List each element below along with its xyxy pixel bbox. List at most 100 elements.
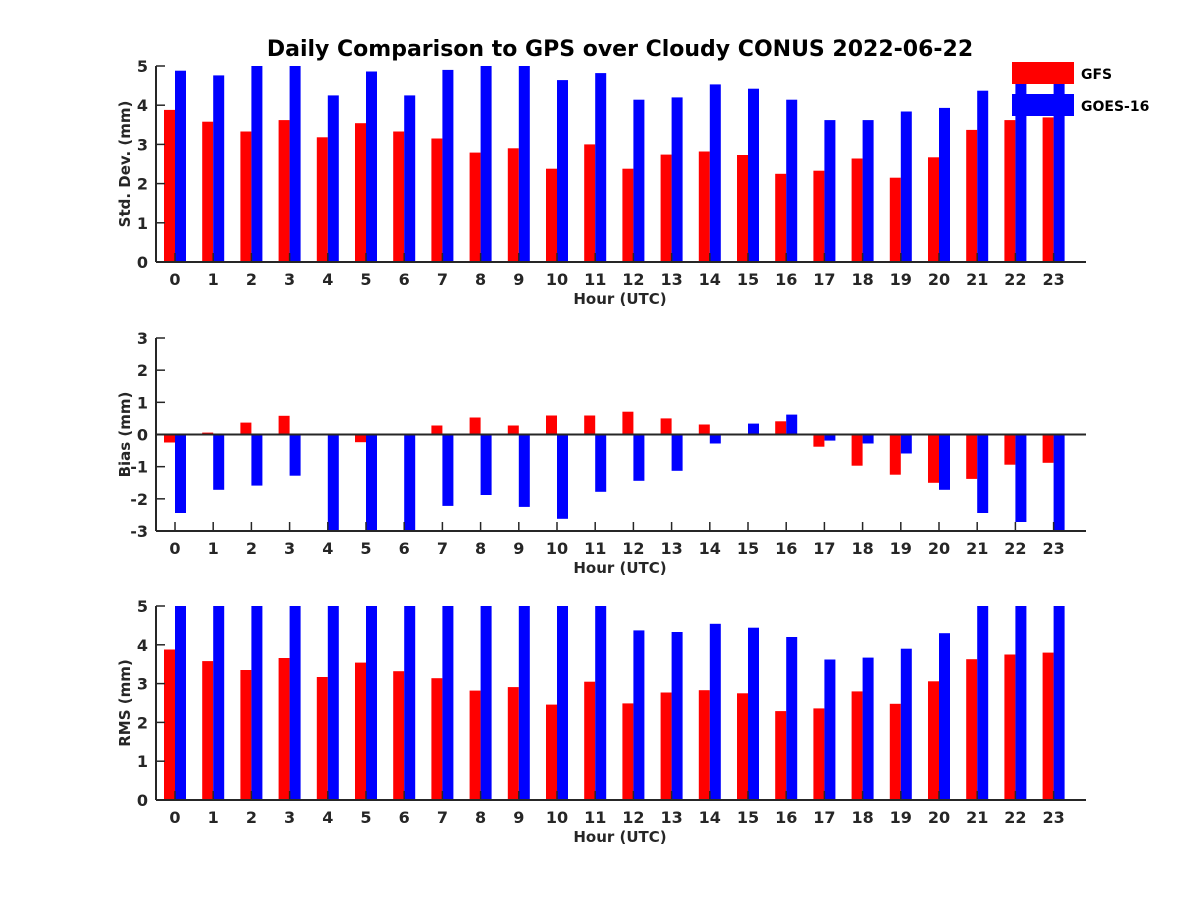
y-tick-label: -1 <box>130 458 148 477</box>
x-tick-label: 6 <box>399 808 410 827</box>
bar-gfs-hour-3 <box>278 415 290 435</box>
bar-gfs-hour-11 <box>584 144 596 262</box>
x-tick-label: 17 <box>813 270 835 289</box>
bar-goes-16-hour-8 <box>480 434 492 495</box>
bar-gfs-hour-22 <box>1004 120 1016 262</box>
bar-gfs-hour-21 <box>966 129 978 262</box>
y-tick-label: 1 <box>137 214 148 233</box>
bar-goes-16-hour-4 <box>327 434 339 531</box>
bar-gfs-hour-17 <box>813 170 825 262</box>
y-tick-label: 0 <box>137 791 148 810</box>
y-tick-label: 1 <box>137 752 148 771</box>
bar-gfs-hour-17 <box>813 434 825 447</box>
y-tick-label: -3 <box>130 522 148 541</box>
bar-goes-16-hour-23 <box>1053 81 1065 262</box>
figure-title: Daily Comparison to GPS over Cloudy CONU… <box>267 37 973 62</box>
x-tick-label: 12 <box>622 270 644 289</box>
bar-gfs-hour-16 <box>775 173 787 262</box>
bar-goes-16-hour-15 <box>748 88 759 262</box>
bar-gfs-hour-12 <box>622 168 634 262</box>
x-tick-label: 3 <box>284 808 295 827</box>
x-tick-label: 9 <box>513 539 524 558</box>
bar-goes-16-hour-1 <box>213 434 225 490</box>
bar-gfs-hour-23 <box>1042 434 1054 463</box>
bar-goes-16-hour-20 <box>939 434 950 490</box>
bar-gfs-hour-3 <box>278 120 290 262</box>
bar-gfs-hour-20 <box>928 157 939 262</box>
bar-goes-16-hour-12 <box>633 630 645 800</box>
x-tick-label: 20 <box>928 539 950 558</box>
x-tick-label: 14 <box>699 808 721 827</box>
x-tick-label: 3 <box>284 270 295 289</box>
bar-gfs-hour-19 <box>889 177 901 262</box>
bar-gfs-hour-18 <box>851 691 863 800</box>
bar-gfs-hour-16 <box>775 711 787 800</box>
x-axis-label: Hour (UTC) <box>573 290 666 308</box>
y-tick-label: 2 <box>137 175 148 194</box>
bar-goes-16-hour-18 <box>862 657 874 800</box>
bar-gfs-hour-10 <box>546 704 557 800</box>
bar-gfs-hour-0 <box>164 649 175 800</box>
x-tick-label: 10 <box>546 808 568 827</box>
bar-goes-16-hour-14 <box>709 623 721 800</box>
bar-goes-16-hour-13 <box>671 632 683 800</box>
bar-gfs-hour-15 <box>737 155 748 262</box>
bar-gfs-hour-23 <box>1042 117 1054 263</box>
y-tick-label: 0 <box>137 253 148 272</box>
bar-goes-16-hour-19 <box>900 648 912 800</box>
bar-goes-16-hour-17 <box>824 434 836 441</box>
legend-swatch-goes-16 <box>1012 94 1074 116</box>
y-tick-label: 3 <box>137 135 148 154</box>
x-tick-label: 13 <box>660 270 682 289</box>
y-tick-label: -2 <box>130 490 148 509</box>
bar-goes-16-hour-0 <box>175 606 186 800</box>
x-tick-label: 0 <box>169 270 180 289</box>
bar-goes-16-hour-14 <box>709 434 721 444</box>
x-tick-label: 6 <box>399 270 410 289</box>
bar-goes-16-hour-22 <box>1015 606 1027 800</box>
bar-goes-16-hour-21 <box>977 434 989 513</box>
x-tick-label: 7 <box>437 539 448 558</box>
bar-goes-16-hour-3 <box>289 66 301 262</box>
bar-gfs-hour-23 <box>1042 652 1054 800</box>
bar-goes-16-hour-12 <box>633 434 645 481</box>
x-tick-label: 1 <box>208 808 219 827</box>
bar-gfs-hour-13 <box>660 692 672 800</box>
bar-goes-16-hour-1 <box>213 75 225 263</box>
x-tick-label: 16 <box>775 270 797 289</box>
bar-gfs-hour-1 <box>202 661 214 800</box>
x-tick-label: 15 <box>737 808 759 827</box>
bar-gfs-hour-21 <box>966 434 978 479</box>
y-tick-label: 3 <box>137 675 148 694</box>
y-tick-label: 1 <box>137 393 148 412</box>
bar-gfs-hour-11 <box>584 681 596 800</box>
x-tick-label: 0 <box>169 539 180 558</box>
bar-goes-16-hour-0 <box>175 434 186 513</box>
bar-goes-16-hour-6 <box>404 95 416 263</box>
x-tick-label: 12 <box>622 539 644 558</box>
x-tick-label: 7 <box>437 270 448 289</box>
bar-gfs-hour-13 <box>660 154 672 262</box>
x-tick-label: 6 <box>399 539 410 558</box>
x-tick-label: 19 <box>890 808 912 827</box>
x-tick-label: 17 <box>813 808 835 827</box>
bar-gfs-hour-20 <box>928 681 939 800</box>
x-tick-label: 14 <box>699 270 721 289</box>
x-tick-label: 16 <box>775 539 797 558</box>
x-tick-label: 1 <box>208 539 219 558</box>
bar-gfs-hour-2 <box>240 131 252 262</box>
bar-goes-16-hour-6 <box>404 434 416 531</box>
y-tick-label: 0 <box>137 426 148 445</box>
bar-gfs-hour-19 <box>889 434 901 475</box>
x-tick-label: 4 <box>322 270 333 289</box>
y-axis-label: Bias (mm) <box>116 392 134 478</box>
bar-goes-16-hour-18 <box>862 434 874 444</box>
x-tick-label: 18 <box>851 539 873 558</box>
bar-gfs-hour-0 <box>164 434 175 443</box>
x-tick-label: 4 <box>322 808 333 827</box>
bar-gfs-hour-5 <box>355 662 366 800</box>
